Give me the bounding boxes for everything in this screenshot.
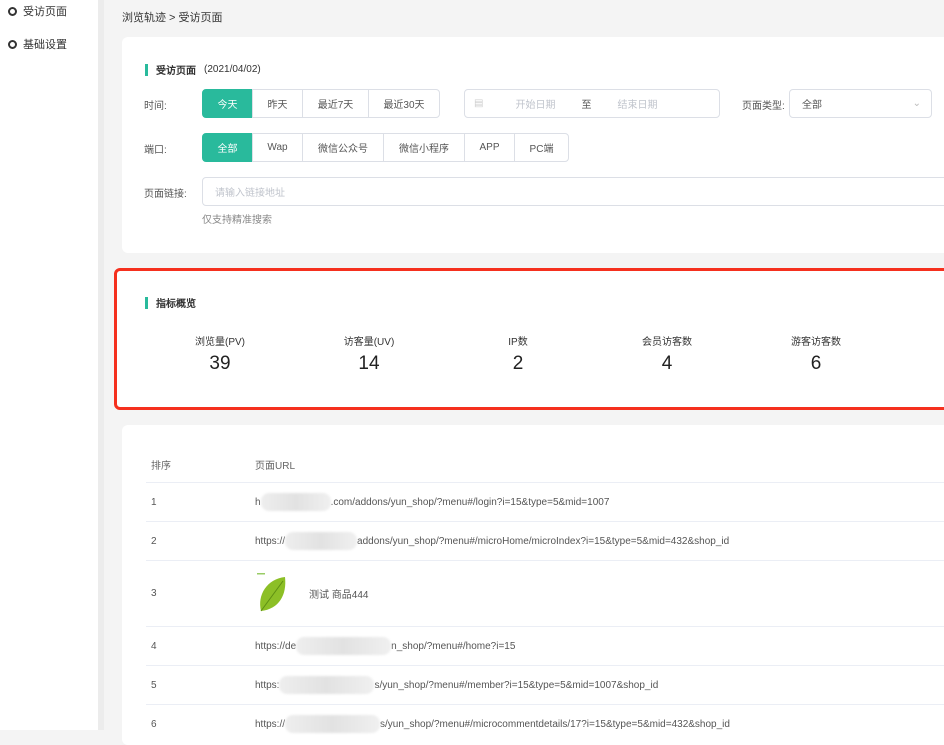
time-7days-button[interactable]: 最近7天: [302, 89, 369, 118]
time-label: 时间:: [144, 101, 167, 112]
section-title: 受访页面 (2021/04/02): [145, 62, 261, 77]
metrics-overview-card: 指标概览 浏览量(PV) 39 访客量(UV) 14 IP数 2 会员访客数 4 游客访…: [114, 268, 944, 410]
header-url: 页面URL: [255, 461, 296, 472]
port-wechat-official-button[interactable]: 微信公众号: [302, 133, 384, 162]
port-wechat-miniprogram-button[interactable]: 微信小程序: [383, 133, 465, 162]
link-hint: 仅支持精准搜索: [202, 215, 272, 226]
table-row[interactable]: 4 https://de n_shop/?menu#/home?i=15: [146, 626, 944, 665]
product-name: 测试 商品444: [309, 590, 369, 601]
sidebar: 受访页面 基础设置: [0, 0, 104, 730]
metric-uv: 访客量(UV) 14: [343, 337, 395, 374]
end-date-input[interactable]: 结束日期: [617, 100, 658, 111]
page-type-select[interactable]: 全部 ⌄: [789, 89, 932, 118]
table-row[interactable]: 2 https://addons/yun_shop/?menu#/microHom…: [146, 521, 944, 560]
metric-ip: IP数 2: [508, 337, 528, 374]
filter-card: 受访页面 (2021/04/02) 时间: 今天 昨天 最近7天 最近30天 ▤ …: [122, 37, 944, 253]
time-yesterday-button[interactable]: 昨天: [252, 89, 303, 118]
table-row[interactable]: 3 测试 商品444: [146, 560, 944, 626]
metric-member-visitors: 会员访客数 4: [642, 337, 692, 374]
table-row[interactable]: 5 https: s/yun_shop/?menu#/member?i=15&typ…: [146, 665, 944, 704]
sidebar-item-visited-pages[interactable]: 受访页面: [8, 3, 67, 19]
sidebar-item-basic-settings[interactable]: 基础设置: [8, 36, 67, 52]
date-label: (2021/04/02): [204, 64, 261, 75]
circle-icon: [8, 39, 17, 49]
calendar-icon: ▤: [474, 98, 484, 109]
breadcrumb: 浏览轨迹 > 受访页面: [122, 12, 223, 24]
link-input[interactable]: 请输入链接地址: [202, 177, 944, 206]
time-30days-button[interactable]: 最近30天: [368, 89, 440, 118]
date-separator: 至: [581, 100, 592, 111]
port-button-group: 全部 Wap 微信公众号 微信小程序 APP PC端: [202, 133, 569, 162]
sidebar-item-label: 受访页面: [23, 6, 67, 18]
page-table-card: 排序 页面URL 1 h .com/addons/yun_shop/?menu#/lo…: [122, 425, 944, 745]
time-button-group: 今天 昨天 最近7天 最近30天: [202, 89, 440, 118]
table-row[interactable]: 1 h .com/addons/yun_shop/?menu#/login?i=15…: [146, 482, 944, 521]
page-type-label: 页面类型:: [742, 101, 785, 112]
start-date-input[interactable]: 开始日期: [515, 100, 556, 111]
port-all-button[interactable]: 全部: [202, 133, 253, 162]
port-pc-button[interactable]: PC端: [514, 133, 569, 162]
circle-icon: [8, 6, 17, 16]
metric-guest-visitors: 游客访客数 6: [791, 337, 841, 374]
port-label: 端口:: [144, 145, 167, 156]
port-app-button[interactable]: APP: [464, 133, 515, 162]
date-range-picker[interactable]: ▤ 开始日期 至 结束日期: [464, 89, 720, 118]
metrics-title: 指标概览: [145, 295, 196, 310]
port-wap-button[interactable]: Wap: [252, 133, 303, 162]
time-today-button[interactable]: 今天: [202, 89, 253, 118]
header-rank: 排序: [151, 461, 171, 472]
sidebar-item-label: 基础设置: [23, 39, 67, 51]
product-leaf-image: [257, 572, 286, 611]
table-row[interactable]: 6 https://s/yun_shop/?menu#/microcommentd…: [146, 704, 944, 743]
metric-pv: 浏览量(PV) 39: [195, 337, 245, 374]
link-label: 页面链接:: [144, 189, 187, 200]
chevron-down-icon: ⌄: [912, 98, 921, 109]
table-header: 排序 页面URL: [146, 447, 944, 482]
